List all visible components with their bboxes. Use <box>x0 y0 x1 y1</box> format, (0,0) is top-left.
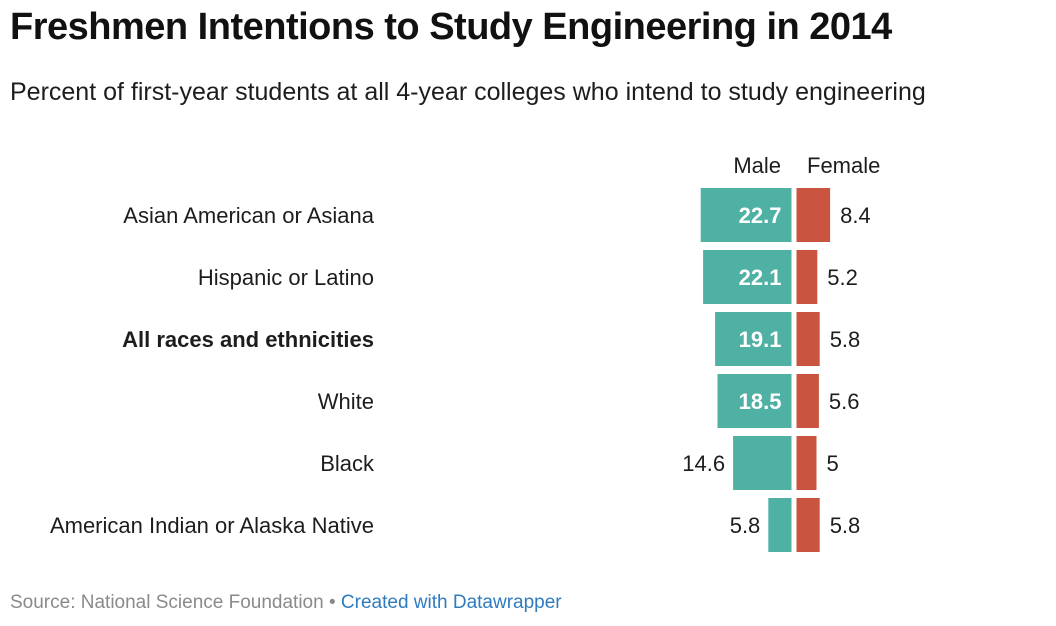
male-value-label: 22.7 <box>739 203 782 228</box>
category-label: Black <box>320 451 375 476</box>
legend-female: Female <box>807 153 880 178</box>
category-label: Asian American or Asiana <box>123 203 374 228</box>
male-bar <box>715 312 792 366</box>
source-note: Source: National Science Foundation <box>10 592 324 613</box>
male-value-label: 19.1 <box>739 327 782 352</box>
male-bar <box>700 188 792 242</box>
diverging-bar-chart: Male Female Asian American or Asiana 22.7 8.… <box>50 153 880 552</box>
female-value-label: 5 <box>827 451 839 476</box>
male-bar <box>703 250 792 304</box>
legend-male: Male <box>733 153 781 178</box>
category-label: All races and ethnicities <box>122 327 374 352</box>
male-value-label: 5.8 <box>730 513 761 538</box>
female-bar <box>796 312 820 366</box>
male-bar <box>733 436 792 490</box>
chart-title: Freshmen Intentions to Study Engineering… <box>10 6 892 48</box>
female-bar <box>796 374 819 428</box>
category-label: Hispanic or Latino <box>198 265 374 290</box>
datawrapper-credit-link[interactable]: Created with Datawrapper <box>340 592 562 613</box>
female-value-label: 5.2 <box>827 265 858 290</box>
category-label: White <box>318 389 374 414</box>
female-bar <box>796 436 817 490</box>
female-value-label: 8.4 <box>840 203 871 228</box>
male-value-label: 14.6 <box>682 451 725 476</box>
female-value-label: 5.8 <box>830 327 861 352</box>
male-value-label: 22.1 <box>739 265 782 290</box>
female-bar <box>796 498 820 552</box>
female-bar <box>796 188 831 242</box>
female-bar <box>796 250 818 304</box>
chart-subtitle: Percent of first-year students at all 4-… <box>10 78 926 106</box>
category-label: American Indian or Alaska Native <box>50 513 374 538</box>
footer-separator: • <box>323 592 341 613</box>
male-bar <box>717 374 792 428</box>
male-bar <box>768 498 792 552</box>
male-value-label: 18.5 <box>739 389 782 414</box>
chart-footer: Source: National Science Foundation • Cr… <box>10 592 562 614</box>
female-value-label: 5.6 <box>829 389 860 414</box>
female-value-label: 5.8 <box>830 513 861 538</box>
